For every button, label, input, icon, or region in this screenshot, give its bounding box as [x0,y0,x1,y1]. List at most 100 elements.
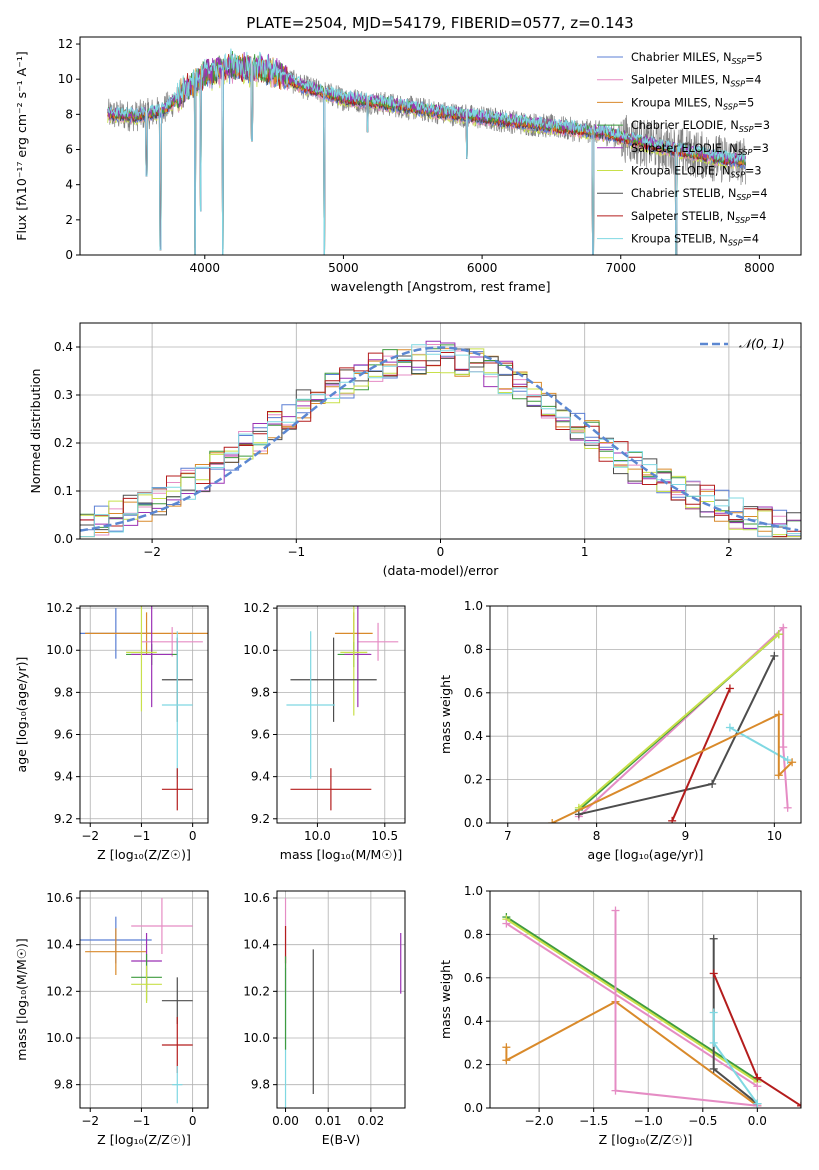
x-tick-label: 10 [767,829,782,843]
legend-nssp-eq: = [745,74,754,87]
weight-marker [502,1043,511,1052]
x-axis-label: age [log₁₀(age/yr)] [588,847,704,862]
histogram-step-line [80,352,801,538]
y-tick-label: 0.6 [464,971,483,985]
legend-nssp-prefix: , N [723,119,738,132]
legend-nssp-value: 5 [747,96,754,109]
y-tick-label: 10.0 [46,643,73,657]
y-tick-label: 10.6 [46,891,73,905]
x-tick-label: 0 [189,1114,197,1128]
axes: 10.0 10.5 9.2 9.4 9.6 9.8 10.0 10.2 mass [log₁₀(… [243,601,406,862]
x-axis-label: wavelength [Angstrom, rest frame] [330,279,550,294]
legend-nssp-eq: = [746,51,755,64]
y-tick-label: 12 [58,37,73,51]
weight-marker [783,803,792,812]
plot-area [80,340,801,538]
legend-nssp-prefix: , N [721,187,736,200]
legend-nssp-value: 4 [754,74,761,87]
legend-nssp-eq: = [753,119,762,132]
weight-marker [709,934,718,943]
legend-label: Salpeter ELODIE, NSSP=3 [631,142,769,157]
x-tick-label: −2 [81,829,99,843]
legend-nssp-sub: SSP [738,148,753,157]
y-tick-label: 0.4 [464,1014,483,1028]
legend-nssp-value: 4 [759,210,766,223]
y-tick-label: 0.3 [54,388,73,402]
y-tick-label: 1.0 [464,599,483,613]
legend-nssp-eq: = [743,233,752,246]
legend-nssp-sub: SSP [728,239,743,248]
legend-label: Chabrier ELODIE, NSSP=3 [631,119,770,134]
weight-series-line [671,688,731,822]
y-tick-label: 2 [65,213,73,227]
legend-series-name: Salpeter MILES [631,74,715,87]
y-tick-label: 10 [58,72,73,86]
legend-label: Salpeter STELIB, NSSP=4 [631,210,766,225]
axes-frame [79,890,209,1109]
x-tick-label: 8 [593,829,601,843]
y-tick-label: 9.2 [251,812,270,826]
weight-marker [774,630,783,639]
axes: −2.0 −1.5 −1.0 −0.5 0.0 0.0 0.2 0.4 0.6 0.8 1.0 Z [… [438,884,802,1147]
y-tick-label: 0.8 [464,927,483,941]
x-tick-label: 10.5 [371,829,398,843]
x-tick-label: −1.5 [579,1114,608,1128]
weight-marker [779,623,788,632]
legend-series-name: Chabrier ELODIE [631,119,723,132]
legend-nssp-value: 3 [754,165,761,178]
legend-nssp-prefix: , N [712,233,727,246]
legend-series-name: Salpeter ELODIE [631,142,722,155]
weight-marker [753,1073,762,1082]
weight-marker [753,1099,762,1108]
legend-nssp-sub: SSP [736,193,751,202]
y-tick-label: 0.2 [54,436,73,450]
legend-nssp-sub: SSP [739,125,754,134]
x-tick-label: −1 [287,545,305,559]
x-tick-label: 10.0 [304,829,331,843]
axes: −2 −1 0 9.8 10.0 10.2 10.4 10.6 Z [log₁₀(Z/Z☉)] m… [14,890,209,1147]
legend-nssp-eq: = [738,96,747,109]
y-tick-label: 0.0 [464,1101,483,1115]
y-tick-label: 10.2 [46,984,73,998]
y-axis-label: Flux [fλ10⁻¹⁷ erg cm⁻² s⁻¹ A⁻¹] [14,51,29,240]
x-tick-label: −1 [133,829,151,843]
legend-nssp-sub: SSP [735,216,750,225]
x-tick-label: −0.5 [688,1114,717,1128]
y-tick-label: 9.8 [251,1078,270,1092]
grid [80,891,208,1108]
errorbar-point [344,606,372,708]
weight-marker [548,819,557,823]
errorbar-point [161,977,193,1024]
weight-marker [709,1008,718,1017]
grid [277,606,405,823]
weight-marker [709,1038,718,1047]
y-axis-label: mass [log₁₀(M/M☉)] [14,938,29,1060]
weight-marker [502,1056,511,1065]
x-tick-label: −2 [143,545,161,559]
legend-nssp-prefix: , N [715,74,730,87]
y-tick-label: 9.4 [251,770,270,784]
x-tick-label: 4000 [190,261,221,275]
weight-marker [611,1086,620,1095]
y-tick-label: 9.4 [54,770,73,784]
plot-area [502,906,801,1108]
y-tick-label: 0.0 [54,532,73,546]
axes-frame [276,890,406,1109]
histogram-step-line [80,344,801,538]
y-tick-label: 8 [65,107,73,121]
legend-nssp-sub: SSP [731,57,746,66]
y-tick-label: 0.2 [464,773,483,787]
weight-marker [770,651,779,660]
legend-series-name: Chabrier STELIB [631,187,721,200]
x-axis-label: (data-model)/error [383,563,500,578]
legend-nssp-value: 5 [756,51,763,64]
weight-series-line [578,625,789,818]
errorbar-point [131,606,173,708]
x-tick-label: 2 [725,545,733,559]
axes-frame [79,605,209,824]
legend-label: Salpeter MILES, NSSP=4 [631,74,762,89]
axes-frame [79,322,802,540]
y-axis-label: mass weight [438,960,453,1039]
legend-nssp-prefix: , N [715,165,730,178]
